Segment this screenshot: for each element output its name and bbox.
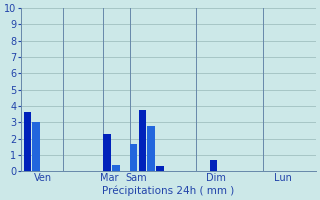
Bar	[210, 160, 217, 171]
Bar	[139, 110, 146, 171]
Bar	[23, 112, 31, 171]
Bar	[103, 134, 111, 171]
X-axis label: Précipitations 24h ( mm ): Précipitations 24h ( mm )	[102, 185, 234, 196]
Bar	[130, 144, 137, 171]
Bar	[112, 165, 120, 171]
Bar	[32, 122, 40, 171]
Bar	[148, 126, 155, 171]
Bar	[156, 166, 164, 171]
